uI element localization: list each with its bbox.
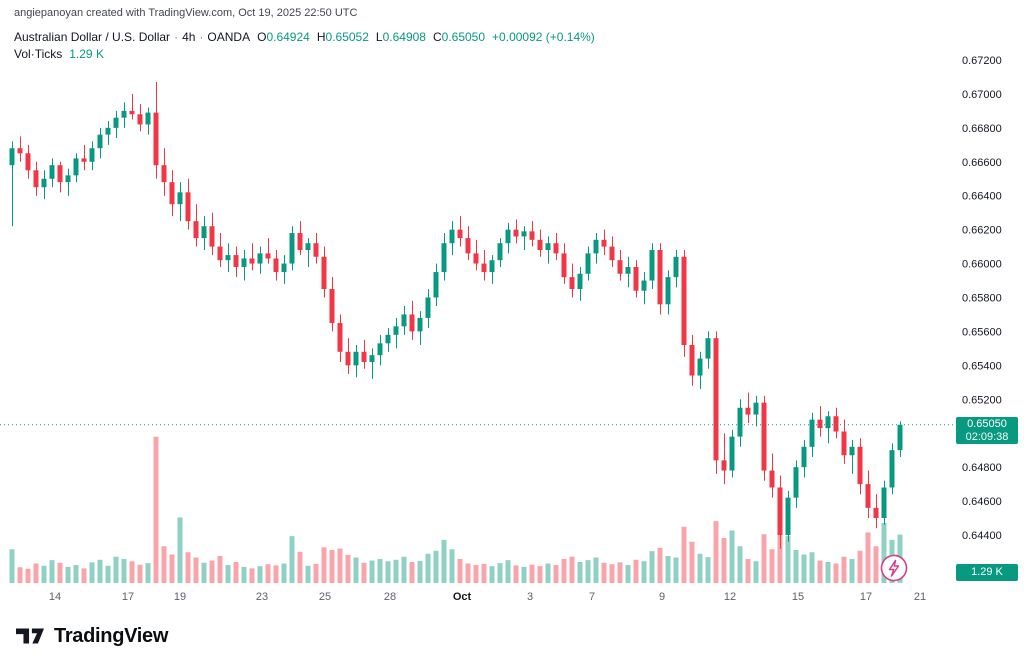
- time-axis-label: 7: [589, 591, 595, 603]
- low-label: L: [375, 30, 383, 44]
- volume-legend[interactable]: Vol·Ticks 1.29 K: [14, 47, 104, 61]
- open-label: O: [257, 30, 267, 44]
- brand-mark-icon: [16, 628, 44, 644]
- exchange-label[interactable]: OANDA: [207, 30, 251, 44]
- brand-name: TradingView: [54, 624, 169, 647]
- volume-axis-badge: 1.29 K: [956, 564, 1018, 581]
- time-axis-label: 19: [174, 591, 186, 603]
- time-axis-label: 15: [792, 591, 804, 603]
- symbol-title[interactable]: Australian Dollar / U.S. Dollar: [14, 30, 171, 44]
- change-value: +0.00092 (+0.14%): [492, 30, 595, 44]
- flash-icon[interactable]: [878, 552, 910, 584]
- time-axis-label: 23: [256, 591, 268, 603]
- chart-legend[interactable]: Australian Dollar / U.S. Dollar · 4h · OANDA…: [14, 30, 595, 44]
- time-axis-label: 17: [122, 591, 134, 603]
- interval-label[interactable]: 4h: [182, 30, 196, 44]
- price-axis-label: 0.66600: [962, 157, 1002, 169]
- candlestick-chart[interactable]: 0.67200 0.67000 0.66800 0.66600 0.66400 0.662…: [0, 0, 1024, 612]
- time-axis-label: 14: [49, 591, 61, 603]
- close-label: C: [432, 30, 442, 44]
- price-axis-label: 0.65200: [962, 394, 1002, 406]
- high-value: 0.65052: [325, 30, 369, 44]
- price-axis-label: 0.64600: [962, 496, 1002, 508]
- price-scale[interactable]: 0.67200 0.67000 0.66800 0.66600 0.66400 0.662…: [962, 55, 1002, 542]
- volume-source-label: Ticks: [34, 47, 63, 61]
- time-axis-label: 28: [384, 591, 396, 603]
- time-axis-label: 9: [659, 591, 665, 603]
- high-label: H: [316, 30, 326, 44]
- last-price-value: 0.65050: [967, 418, 1007, 430]
- close-value: 0.65050: [441, 30, 486, 44]
- attribution-text: angiepanoyan created with TradingView.co…: [14, 7, 358, 19]
- tradingview-logo[interactable]: TradingView: [14, 622, 168, 650]
- price-axis-label: 0.67200: [962, 55, 1002, 67]
- price-axis-label: 0.64800: [962, 462, 1002, 474]
- volume-layer: [9, 436, 903, 583]
- price-axis-label: 0.64400: [962, 530, 1002, 542]
- price-axis-label: 0.65600: [962, 326, 1002, 338]
- price-axis-label: 0.67000: [962, 89, 1002, 101]
- time-axis-label: Oct: [453, 591, 472, 603]
- open-value: 0.64924: [266, 30, 310, 44]
- time-axis-label: 21: [914, 591, 926, 603]
- time-axis-label: 17: [860, 591, 872, 603]
- time-axis-label: 12: [724, 591, 736, 603]
- price-axis-label: 0.66400: [962, 191, 1002, 203]
- last-price-badge: 0.65050 02:09:38: [956, 417, 1018, 444]
- time-scale[interactable]: 14 17 19 23 25 28 Oct 3 7 9 12 15 17 21: [49, 591, 926, 603]
- time-axis-label: 3: [527, 591, 533, 603]
- candles-layer: [9, 82, 903, 549]
- price-axis-label: 0.65400: [962, 360, 1002, 372]
- legend-separator: ·: [30, 47, 35, 61]
- price-axis-label: 0.66200: [962, 225, 1002, 237]
- price-axis-label: 0.66000: [962, 259, 1002, 271]
- bar-countdown: 02:09:38: [965, 430, 1009, 443]
- time-axis-label: 25: [319, 591, 331, 603]
- volume-value: 1.29 K: [69, 47, 104, 61]
- low-value: 0.64908: [382, 30, 426, 44]
- price-axis-label: 0.65800: [962, 293, 1002, 305]
- legend-separator: ·: [199, 30, 204, 44]
- price-axis-label: 0.66800: [962, 123, 1002, 135]
- legend-separator: ·: [174, 30, 179, 44]
- volume-label: Vol: [14, 47, 31, 61]
